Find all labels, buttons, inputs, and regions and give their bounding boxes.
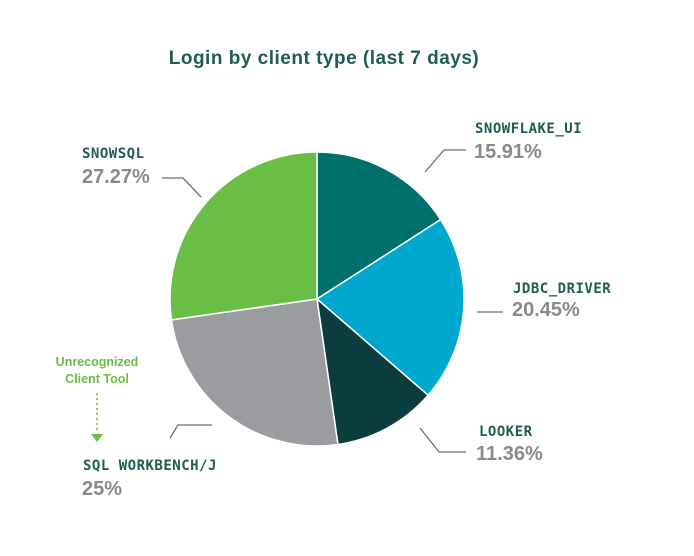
slice-snowsql (169, 151, 318, 321)
leader-line-looker (419, 427, 466, 453)
label-percent-sql-workbench-j: 25% (82, 478, 122, 500)
slice-looker (316, 298, 429, 446)
slice-jdbc-driver (316, 218, 465, 397)
label-percent-looker: 11.36% (476, 443, 543, 465)
label-name-jdbc-driver: JDBC_DRIVER (513, 281, 611, 297)
slice-labels: SNOWFLAKE_UI 15.91% JDBC_DRIVER 20.45% LOOKE… (82, 121, 611, 500)
label-percent-snowsql: 27.27% (82, 166, 150, 188)
slice-snowflake-ui (316, 151, 442, 300)
label-percent-jdbc-driver: 20.45% (512, 299, 580, 321)
pie-slices (169, 151, 465, 447)
label-name-snowsql: SNOWSQL (82, 146, 145, 162)
leader-line-snowsql (162, 177, 202, 198)
label-name-looker: LOOKER (479, 424, 533, 440)
leader-line-sql-workbench-j (169, 424, 212, 439)
leader-line-snowflake-ui (424, 149, 466, 173)
annotation-text-line-1: Unrecognized (56, 355, 139, 369)
annotation-text-line-2: Client Tool (65, 372, 129, 386)
label-percent-snowflake-ui: 15.91% (474, 141, 542, 163)
chart-title: Login by client type (last 7 days) (169, 48, 480, 69)
leader-lines (162, 149, 503, 453)
label-name-sql-workbench-j: SQL WORKBENCH/J (83, 458, 217, 474)
unrecognized-client-annotation: Unrecognized Client Tool (56, 355, 139, 442)
label-name-snowflake-ui: SNOWFLAKE_UI (475, 121, 582, 137)
slice-sql-workbench-j (170, 298, 339, 447)
annotation-arrow-head-icon (91, 434, 103, 442)
